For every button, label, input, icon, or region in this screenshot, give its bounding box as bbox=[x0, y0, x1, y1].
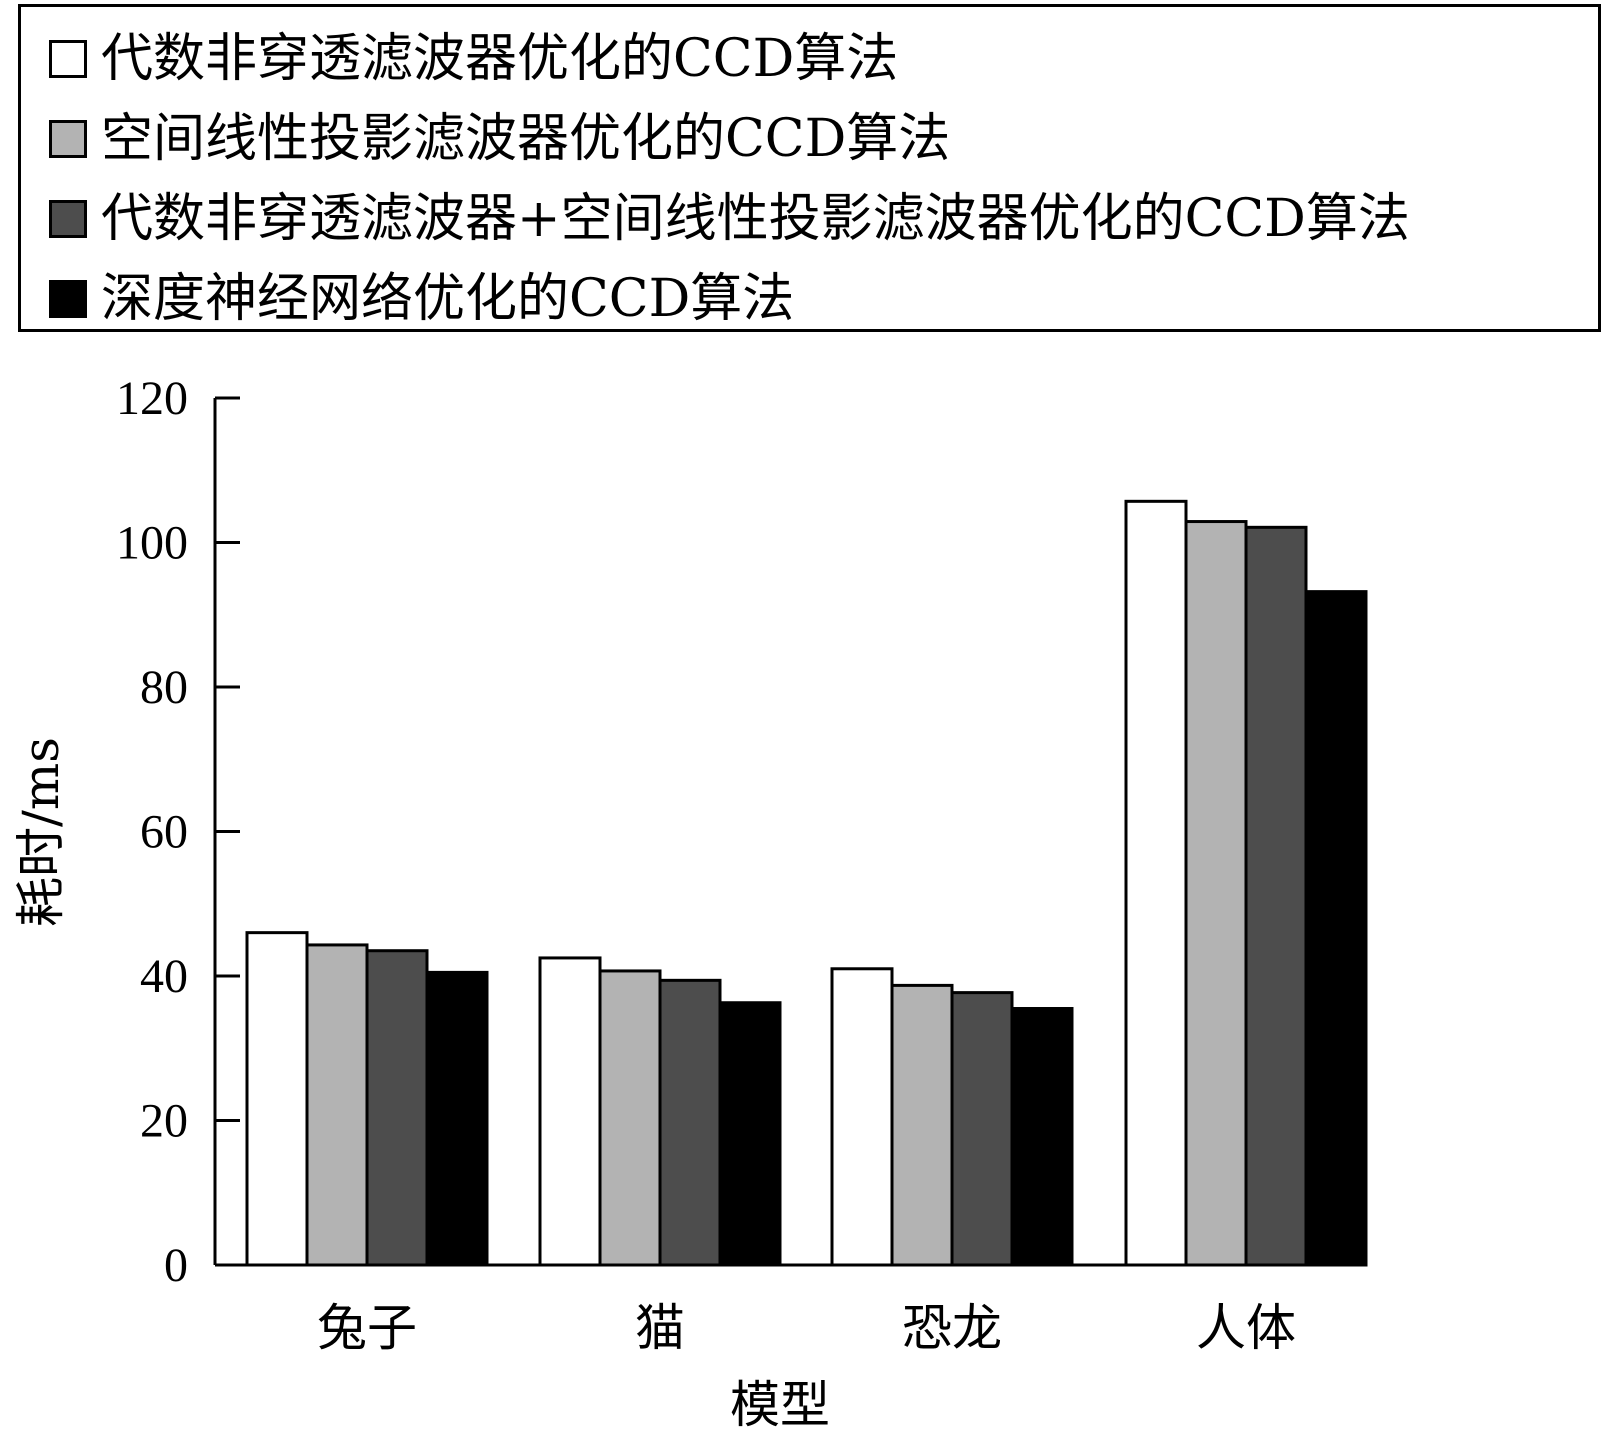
y-tick-label: 100 bbox=[116, 517, 188, 570]
bar-3-3 bbox=[1304, 590, 1368, 1267]
legend-item-spatial-linear: 空间线性投影滤波器优化的CCD算法 bbox=[49, 104, 950, 174]
legend-label: 代数非穿透滤波器优化的CCD算法 bbox=[101, 29, 899, 89]
bar-2-3 bbox=[1010, 1007, 1074, 1267]
legend-label: 空间线性投影滤波器优化的CCD算法 bbox=[101, 109, 951, 169]
bar-1-1 bbox=[598, 969, 662, 1267]
bars-layer bbox=[245, 499, 1368, 1267]
y-tick-label: 0 bbox=[164, 1239, 188, 1292]
legend-swatch-light-gray bbox=[49, 120, 87, 158]
legend-label: 代数非穿透滤波器+空间线性投影滤波器优化的CCD算法 bbox=[101, 189, 1410, 249]
y-tick-label: 40 bbox=[140, 950, 188, 1003]
legend-item-algebraic: 代数非穿透滤波器优化的CCD算法 bbox=[49, 24, 898, 94]
x-category-label: 猫 bbox=[635, 1299, 685, 1357]
y-tick-label: 20 bbox=[140, 1095, 188, 1148]
legend-swatch-black bbox=[49, 280, 87, 318]
bar-0-3 bbox=[425, 970, 489, 1267]
legend-item-dnn: 深度神经网络优化的CCD算法 bbox=[49, 264, 794, 334]
bar-0-2 bbox=[365, 949, 429, 1267]
x-category-label: 人体 bbox=[1196, 1299, 1296, 1357]
x-categories: 兔子 猫 恐龙 人体 bbox=[317, 1299, 1296, 1357]
legend-swatch-white bbox=[49, 40, 87, 78]
bar-3-1 bbox=[1184, 520, 1248, 1267]
bar-0-1 bbox=[305, 943, 369, 1267]
legend: 代数非穿透滤波器优化的CCD算法 空间线性投影滤波器优化的CCD算法 代数非穿透… bbox=[18, 4, 1601, 332]
bar-2-2 bbox=[950, 991, 1014, 1267]
bar-1-2 bbox=[658, 978, 722, 1267]
bar-3-0 bbox=[1124, 499, 1188, 1267]
bar-1-0 bbox=[538, 956, 602, 1267]
bar-2-0 bbox=[830, 967, 894, 1267]
legend-item-combined: 代数非穿透滤波器+空间线性投影滤波器优化的CCD算法 bbox=[49, 184, 1410, 254]
y-ticks: 0 20 40 60 80 100 120 bbox=[116, 372, 240, 1292]
legend-label: 深度神经网络优化的CCD算法 bbox=[101, 269, 795, 329]
y-tick-label: 60 bbox=[140, 806, 188, 859]
x-category-label: 兔子 bbox=[317, 1299, 417, 1357]
x-category-label: 恐龙 bbox=[902, 1299, 1002, 1357]
bar-2-1 bbox=[890, 983, 954, 1267]
bar-0-0 bbox=[245, 931, 309, 1267]
y-tick-label: 80 bbox=[140, 661, 188, 714]
legend-swatch-dark-gray bbox=[49, 200, 87, 238]
y-axis-label: 耗时/ms bbox=[12, 737, 70, 927]
y-tick-label: 120 bbox=[116, 372, 188, 425]
bar-1-3 bbox=[718, 1001, 782, 1267]
x-axis-label: 模型 bbox=[730, 1376, 830, 1434]
bar-3-2 bbox=[1244, 525, 1308, 1267]
